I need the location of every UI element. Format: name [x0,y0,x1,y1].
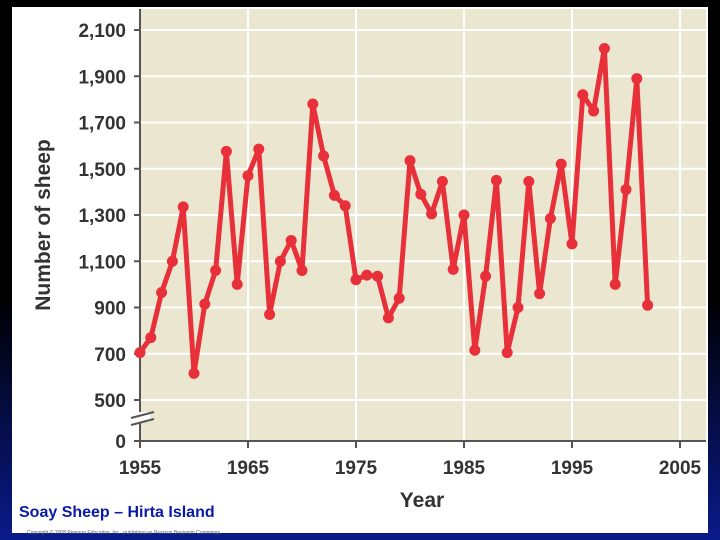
data-point [264,308,276,320]
chart-svg: 0 500 700 900 1,100 1,300 1,500 1,700 1,900 2,100… [32,9,706,512]
data-point [566,238,578,250]
y-tick-label: 1,300 [78,206,126,227]
data-point [285,234,297,246]
data-point [188,367,200,379]
data-point [534,288,546,300]
data-point [404,155,416,167]
data-points [134,43,654,379]
data-point [350,274,362,286]
data-point [436,175,448,187]
data-point [631,73,643,85]
data-point [415,188,427,200]
copyright-notice: Copyright © 2008 Pearson Education, Inc.… [27,530,222,536]
data-point [166,255,178,267]
y-tick-label: 500 [94,391,126,412]
x-tick-label: 1955 [119,458,162,479]
x-axis-title: Year [400,489,444,512]
gridlines [140,9,706,441]
y-tick-label: 700 [94,345,126,366]
data-point [328,189,340,201]
data-point [231,278,243,290]
data-point [458,209,470,221]
data-point [480,270,492,282]
data-point [145,332,157,344]
data-point [274,255,286,267]
data-point [242,170,254,182]
data-point [469,344,481,356]
data-point [134,347,146,359]
y-tick-labels: 0 500 700 900 1,100 1,300 1,500 1,700 1,900 2,100 [78,21,126,453]
chart-panel: 0 500 700 900 1,100 1,300 1,500 1,700 1,900 2,100… [12,7,708,536]
y-tick-label: 1,100 [78,252,126,273]
data-point [220,145,232,157]
x-tick-label: 1975 [335,458,378,479]
data-point [253,143,265,155]
data-point [447,263,459,275]
x-tick-label: 2005 [659,458,702,479]
data-point [199,298,211,310]
axis-break-marker [130,411,155,426]
data-point [490,174,502,186]
data-point [501,347,513,359]
break-gap [130,412,150,422]
x-tick-labels: 1955 1965 1975 1985 1995 2005 [119,458,702,479]
data-point [296,265,308,276]
series-line [137,46,651,376]
y-axis-title: Number of sheep [32,139,55,311]
data-point [555,158,567,170]
data-point [339,200,351,212]
data-point [156,286,168,298]
y-tick-label: 1,900 [78,67,126,88]
y-tick-label: 1,700 [78,114,126,135]
slide-caption: Soay Sheep – Hirta Island [19,504,215,521]
data-point [393,292,405,304]
data-point [523,175,535,187]
y-tick-label: 2,100 [78,21,126,42]
break-slash-2 [130,418,155,426]
data-point [210,265,222,276]
data-point [361,269,373,281]
break-slash-1 [130,411,155,419]
data-point [177,201,189,213]
data-point [620,184,632,196]
x-tick-label: 1985 [443,458,486,479]
data-point [577,89,589,101]
data-point [609,278,621,290]
data-point [382,312,394,324]
data-point [544,212,556,224]
y-tick-label: 0 [115,432,126,453]
x-tick-label: 1965 [227,458,270,479]
data-point [512,302,524,313]
data-point [318,150,330,162]
data-point [588,105,600,117]
axes [134,9,706,448]
data-point [642,299,654,311]
data-point [372,270,384,282]
y-tick-label: 900 [94,299,126,320]
data-point [598,43,610,54]
data-point [307,98,319,110]
data-point [426,208,438,220]
x-tick-label: 1995 [551,458,594,479]
y-tick-label: 1,500 [78,160,126,181]
